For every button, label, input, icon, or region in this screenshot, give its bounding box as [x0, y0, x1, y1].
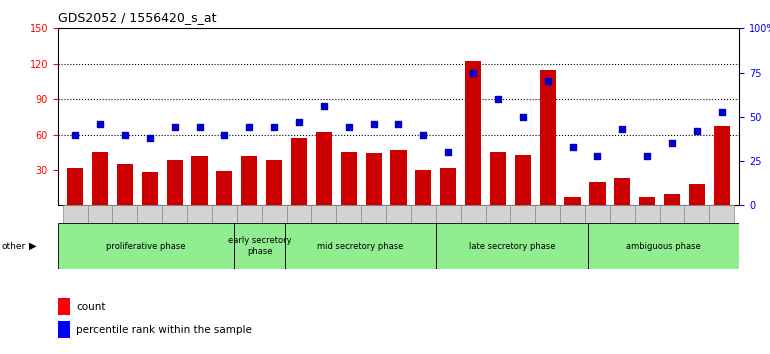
Point: [492, 96, 504, 102]
Text: mid secretory phase: mid secretory phase: [317, 241, 403, 251]
Bar: [266, 160, 283, 205]
Point: [268, 125, 280, 130]
Bar: [685, 205, 709, 269]
Bar: [285, 223, 437, 269]
Bar: [212, 205, 237, 269]
Bar: [192, 156, 208, 205]
Bar: [714, 126, 730, 205]
Text: other: other: [2, 241, 25, 251]
Bar: [58, 321, 70, 338]
Text: late secretory phase: late secretory phase: [469, 241, 555, 251]
Text: proliferative phase: proliferative phase: [106, 241, 186, 251]
Bar: [460, 205, 486, 269]
Point: [467, 70, 479, 75]
Bar: [390, 150, 407, 205]
Bar: [286, 205, 311, 269]
Point: [517, 114, 529, 120]
Point: [144, 135, 156, 141]
Point: [541, 79, 554, 84]
Bar: [386, 205, 411, 269]
Bar: [316, 132, 332, 205]
Bar: [589, 182, 605, 205]
Point: [567, 144, 579, 150]
Bar: [92, 152, 108, 205]
Point: [442, 149, 454, 155]
Text: ambiguous phase: ambiguous phase: [626, 241, 701, 251]
Point: [417, 132, 430, 137]
Point: [193, 125, 206, 130]
Bar: [634, 205, 660, 269]
Point: [94, 121, 106, 127]
Bar: [216, 171, 233, 205]
Bar: [437, 223, 588, 269]
Bar: [486, 205, 511, 269]
Bar: [137, 205, 162, 269]
Bar: [187, 205, 212, 269]
Point: [69, 132, 82, 137]
Bar: [660, 205, 685, 269]
Point: [641, 153, 653, 159]
Bar: [311, 205, 336, 269]
Bar: [465, 61, 481, 205]
Point: [243, 125, 256, 130]
Bar: [88, 205, 112, 269]
Bar: [436, 205, 460, 269]
Bar: [415, 170, 431, 205]
Bar: [237, 205, 262, 269]
Bar: [361, 205, 386, 269]
Point: [367, 121, 380, 127]
Bar: [440, 167, 457, 205]
Bar: [610, 205, 634, 269]
Point: [591, 153, 604, 159]
Bar: [58, 298, 70, 314]
Bar: [117, 164, 133, 205]
Text: percentile rank within the sample: percentile rank within the sample: [76, 325, 252, 335]
Point: [169, 125, 181, 130]
Point: [343, 125, 355, 130]
Bar: [291, 138, 307, 205]
Point: [666, 141, 678, 146]
Point: [715, 109, 728, 114]
Bar: [585, 205, 610, 269]
Bar: [709, 205, 735, 269]
Bar: [234, 223, 285, 269]
Point: [119, 132, 131, 137]
Point: [393, 121, 405, 127]
Bar: [689, 184, 705, 205]
Bar: [112, 205, 137, 269]
Bar: [411, 205, 436, 269]
Point: [218, 132, 230, 137]
Bar: [162, 205, 187, 269]
Bar: [166, 160, 182, 205]
Bar: [639, 197, 655, 205]
Bar: [490, 152, 506, 205]
Bar: [340, 152, 357, 205]
Bar: [366, 153, 382, 205]
Text: ▶: ▶: [29, 241, 37, 251]
Bar: [511, 205, 535, 269]
Text: GDS2052 / 1556420_s_at: GDS2052 / 1556420_s_at: [58, 11, 216, 24]
Bar: [262, 205, 286, 269]
Bar: [62, 205, 88, 269]
Bar: [560, 205, 585, 269]
Point: [318, 103, 330, 109]
Bar: [664, 194, 680, 205]
Bar: [614, 178, 631, 205]
Bar: [58, 223, 234, 269]
Bar: [241, 156, 257, 205]
Text: count: count: [76, 302, 105, 312]
Bar: [588, 223, 739, 269]
Text: early secretory
phase: early secretory phase: [228, 236, 292, 256]
Bar: [540, 70, 556, 205]
Point: [691, 128, 703, 134]
Point: [293, 119, 305, 125]
Bar: [564, 197, 581, 205]
Bar: [535, 205, 560, 269]
Point: [616, 126, 628, 132]
Bar: [514, 155, 531, 205]
Bar: [142, 172, 158, 205]
Bar: [67, 167, 83, 205]
Bar: [336, 205, 361, 269]
